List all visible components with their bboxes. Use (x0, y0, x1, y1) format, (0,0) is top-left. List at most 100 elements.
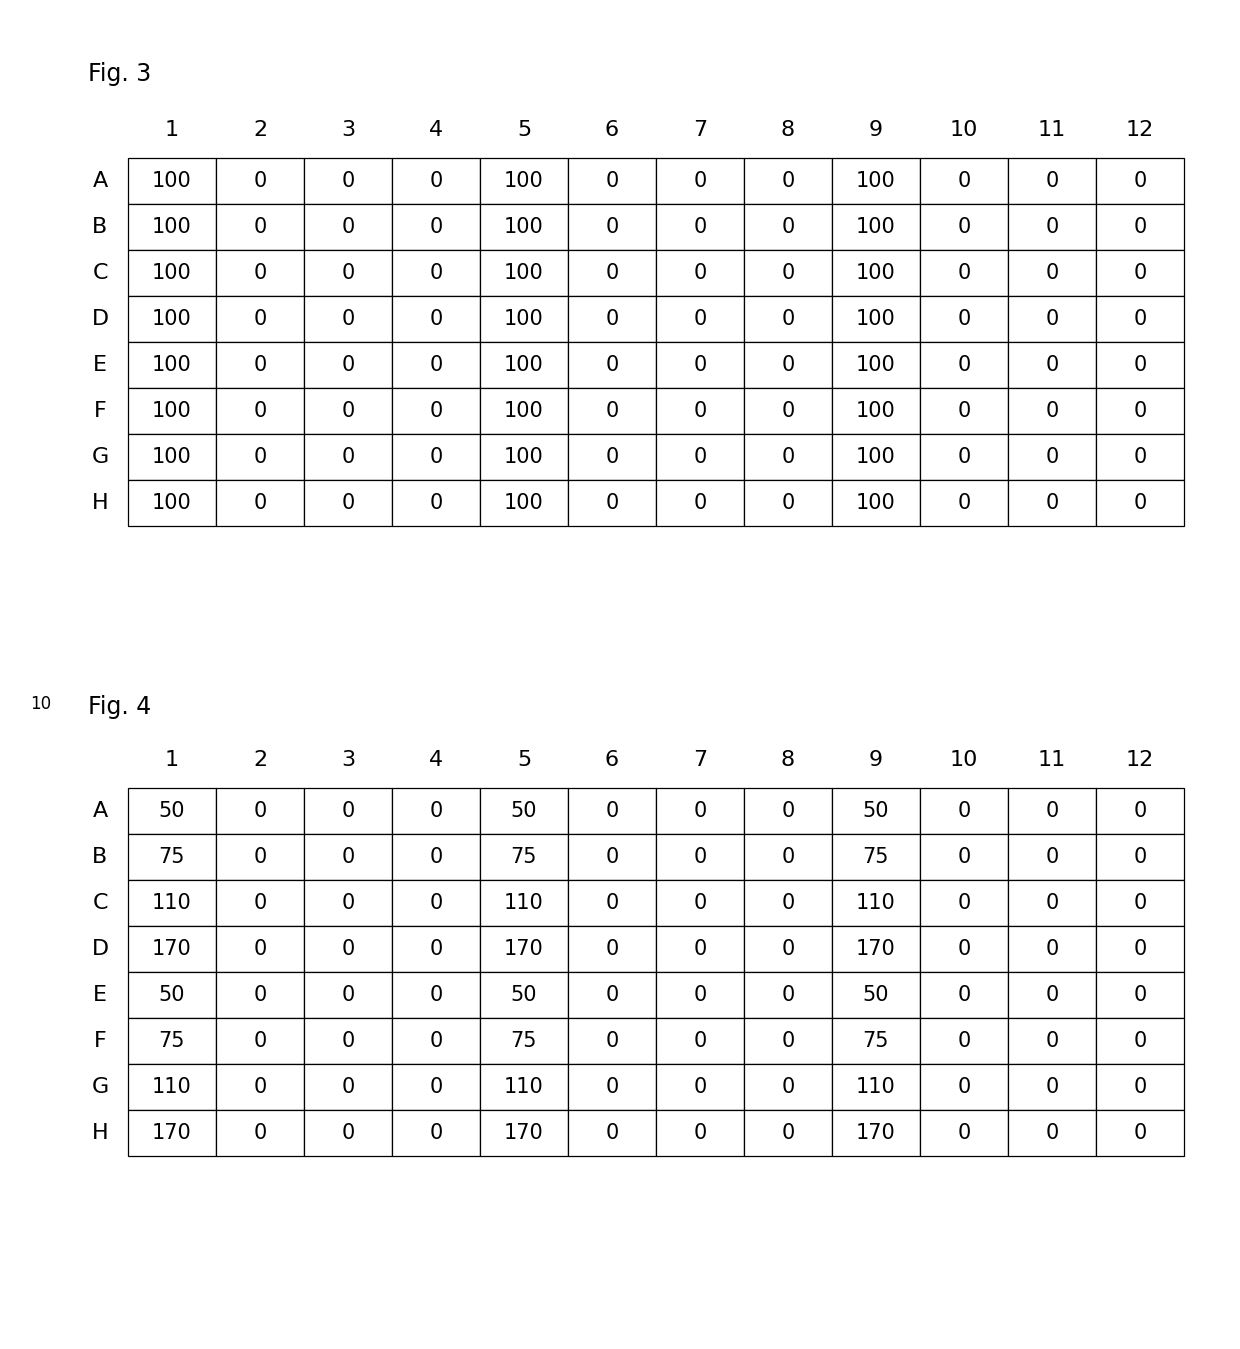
Bar (744, 389, 832, 434)
Text: 110: 110 (856, 893, 895, 913)
Text: 50: 50 (159, 801, 185, 822)
Bar (392, 973, 480, 1018)
Text: 11: 11 (1038, 120, 1066, 140)
Text: 110: 110 (505, 893, 544, 913)
Bar (480, 788, 568, 834)
Bar (656, 788, 744, 834)
Text: 0: 0 (1045, 401, 1059, 421)
Text: 0: 0 (1045, 1031, 1059, 1051)
Text: 100: 100 (505, 492, 544, 513)
Text: 0: 0 (1133, 893, 1147, 913)
Bar (480, 834, 568, 880)
Text: D: D (92, 309, 109, 329)
Bar (920, 250, 1008, 295)
Bar (568, 1110, 656, 1156)
Bar (392, 880, 480, 925)
Text: 0: 0 (429, 1031, 443, 1051)
Bar (304, 788, 392, 834)
Text: 100: 100 (856, 401, 895, 421)
Bar (832, 295, 920, 343)
Text: 12: 12 (1126, 120, 1154, 140)
Text: 0: 0 (1045, 171, 1059, 192)
Bar (128, 434, 216, 480)
Bar (920, 973, 1008, 1018)
Bar (216, 1018, 304, 1064)
Bar (1096, 925, 1184, 973)
Text: 0: 0 (341, 985, 355, 1005)
Text: 0: 0 (341, 355, 355, 375)
Text: 0: 0 (1045, 447, 1059, 467)
Text: 11: 11 (1038, 750, 1066, 770)
Bar (744, 204, 832, 250)
Text: 0: 0 (693, 171, 707, 192)
Text: 0: 0 (781, 401, 795, 421)
Text: 7: 7 (693, 120, 707, 140)
Bar (832, 250, 920, 295)
Text: 0: 0 (1133, 1122, 1147, 1143)
Text: 0: 0 (1133, 401, 1147, 421)
Text: 0: 0 (341, 447, 355, 467)
Bar (392, 834, 480, 880)
Text: H: H (92, 1122, 108, 1143)
Text: 0: 0 (1045, 801, 1059, 822)
Bar (568, 158, 656, 204)
Text: 0: 0 (1045, 893, 1059, 913)
Bar (392, 295, 480, 343)
Bar (304, 343, 392, 389)
Bar (1008, 158, 1096, 204)
Text: 0: 0 (253, 263, 267, 283)
Text: 100: 100 (153, 309, 192, 329)
Bar (128, 788, 216, 834)
Text: 0: 0 (781, 309, 795, 329)
Bar (128, 925, 216, 973)
Text: 0: 0 (253, 171, 267, 192)
Bar (568, 343, 656, 389)
Bar (1008, 834, 1096, 880)
Bar (1096, 834, 1184, 880)
Bar (656, 158, 744, 204)
Bar (832, 925, 920, 973)
Text: 100: 100 (505, 309, 544, 329)
Text: E: E (93, 985, 107, 1005)
Bar (920, 1064, 1008, 1110)
Text: 0: 0 (605, 1031, 619, 1051)
Text: 0: 0 (253, 447, 267, 467)
Text: 0: 0 (957, 985, 971, 1005)
Bar (480, 480, 568, 526)
Text: D: D (92, 939, 109, 959)
Text: 0: 0 (693, 1077, 707, 1097)
Bar (568, 250, 656, 295)
Bar (1096, 788, 1184, 834)
Bar (832, 434, 920, 480)
Text: 0: 0 (253, 893, 267, 913)
Bar (920, 343, 1008, 389)
Bar (744, 295, 832, 343)
Bar (832, 834, 920, 880)
Text: 0: 0 (429, 985, 443, 1005)
Text: 0: 0 (429, 847, 443, 867)
Text: 4: 4 (429, 120, 443, 140)
Text: 0: 0 (693, 893, 707, 913)
Bar (1096, 880, 1184, 925)
Bar (392, 250, 480, 295)
Bar (392, 480, 480, 526)
Text: 0: 0 (1133, 217, 1147, 237)
Bar (832, 343, 920, 389)
Text: 0: 0 (693, 985, 707, 1005)
Text: 2: 2 (253, 750, 267, 770)
Bar (392, 788, 480, 834)
Text: 100: 100 (153, 171, 192, 192)
Text: B: B (92, 217, 108, 237)
Text: 0: 0 (781, 801, 795, 822)
Text: 0: 0 (1133, 1031, 1147, 1051)
Text: 0: 0 (605, 447, 619, 467)
Bar (304, 1018, 392, 1064)
Bar (304, 1064, 392, 1110)
Text: 50: 50 (511, 801, 537, 822)
Text: 1: 1 (165, 120, 179, 140)
Text: 100: 100 (856, 217, 895, 237)
Bar (480, 250, 568, 295)
Bar (568, 389, 656, 434)
Text: 0: 0 (957, 171, 971, 192)
Bar (128, 204, 216, 250)
